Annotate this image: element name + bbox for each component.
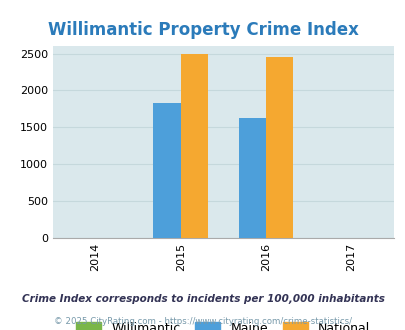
Bar xyxy=(238,117,265,238)
Text: © 2025 CityRating.com - https://www.cityrating.com/crime-statistics/: © 2025 CityRating.com - https://www.city… xyxy=(54,317,351,326)
Bar xyxy=(153,103,180,238)
Text: Crime Index corresponds to incidents per 100,000 inhabitants: Crime Index corresponds to incidents per… xyxy=(21,294,384,304)
Bar xyxy=(180,53,207,238)
Bar xyxy=(265,57,292,238)
Text: Willimantic Property Crime Index: Willimantic Property Crime Index xyxy=(47,21,358,39)
Legend: Willimantic, Maine, National: Willimantic, Maine, National xyxy=(71,316,375,330)
